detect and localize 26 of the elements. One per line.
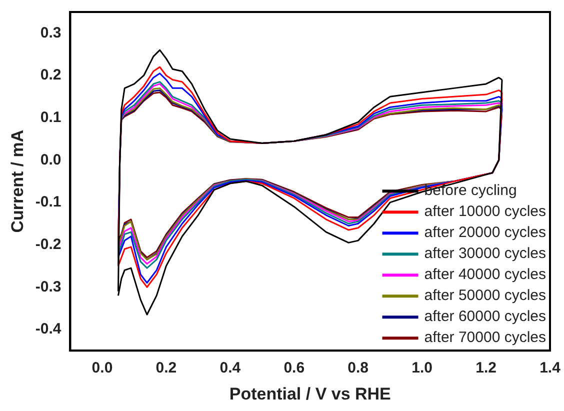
x-tick-label: 1.2 [476, 360, 496, 377]
y-tick-label: -0.3 [35, 278, 62, 296]
legend-label: after 70000 cycles [424, 329, 546, 346]
y-tick-label: -0.1 [35, 194, 62, 211]
x-tick-label: 0.8 [348, 360, 369, 377]
legend-label: after 50000 cycles [424, 287, 546, 304]
y-axis-title: Current / mA [8, 130, 27, 233]
y-tick-label: 0.0 [40, 151, 62, 168]
x-tick-label: 0.6 [284, 360, 305, 377]
y-tick-label: -0.2 [35, 236, 62, 253]
y-tick-label: 0.3 [40, 24, 62, 42]
legend-label: after 40000 cycles [424, 266, 546, 284]
y-tick-label: 0.1 [40, 108, 62, 126]
x-tick-label: 1.0 [412, 360, 432, 377]
x-tick-label: 1.4 [540, 360, 562, 377]
x-tick-label: 0.2 [156, 360, 177, 377]
legend-label: after 20000 cycles [424, 224, 546, 242]
legend-label: after 30000 cycles [424, 245, 546, 262]
x-axis-title: Potential / V vs RHE [229, 384, 391, 404]
y-tick-label: 0.2 [40, 66, 62, 84]
legend-label: after 10000 cycles [424, 203, 546, 220]
x-tick-label: 0.4 [220, 360, 242, 377]
legend-label: after 60000 cycles [424, 308, 546, 326]
y-tick-label: -0.4 [35, 320, 62, 338]
legend-label: before cycling [424, 182, 517, 200]
x-tick-label: 0.0 [92, 360, 113, 377]
